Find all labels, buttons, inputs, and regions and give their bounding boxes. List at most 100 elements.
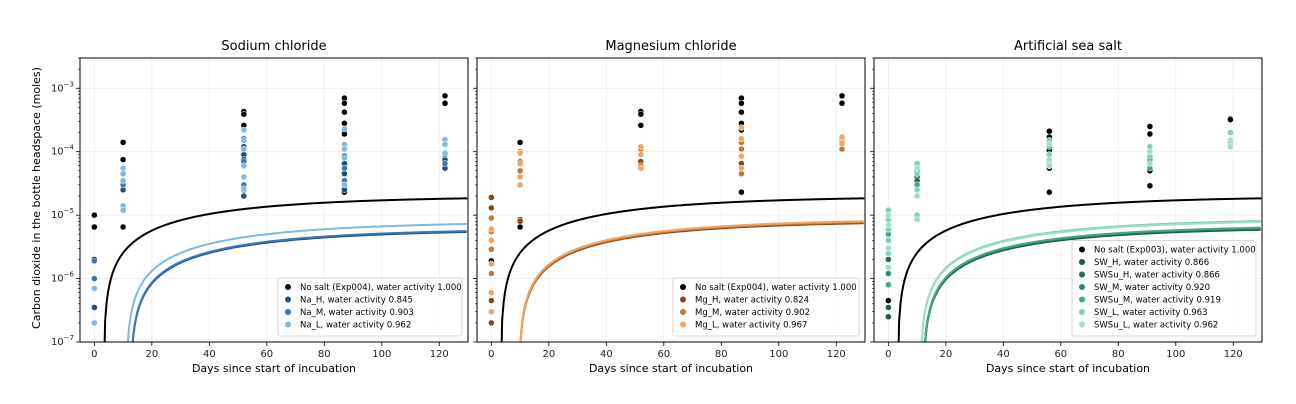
legend-marker <box>680 321 686 328</box>
data-point <box>91 223 98 231</box>
data-point <box>441 160 449 167</box>
data-point <box>441 149 449 157</box>
data-point <box>91 211 98 219</box>
y-tick-label: 10−7 <box>51 334 74 348</box>
x-tick-label: 0 <box>885 349 891 360</box>
data-points <box>91 92 449 327</box>
data-point <box>240 145 248 153</box>
data-point <box>240 162 248 170</box>
legend-marker <box>285 296 291 303</box>
data-point <box>738 170 745 177</box>
chart-panel-3: 0 20 40 60 80 100 120 Artificial sea salt Days s… <box>870 39 1263 375</box>
data-point <box>516 149 524 157</box>
model-curve <box>924 226 1261 342</box>
data-point <box>738 145 745 153</box>
x-tick-label: 0 <box>488 349 494 360</box>
data-point <box>119 156 127 163</box>
legend-marker <box>1079 296 1085 303</box>
chart-panel-2: 0 20 40 60 80 100 120 Magnesium chloride Days si… <box>473 39 866 375</box>
x-tick-label: 40 <box>600 349 613 360</box>
data-point <box>119 206 127 214</box>
legend-entry: No salt (Exp004), water activity 1.000 <box>300 283 462 293</box>
data-point <box>516 218 524 225</box>
plot-frame <box>79 57 469 343</box>
x-axis-label: Days since start of incubation <box>192 362 356 375</box>
data-point <box>885 211 892 219</box>
model-curve <box>519 220 864 342</box>
data-point <box>488 297 495 304</box>
data-point <box>885 256 892 263</box>
y-tick-label: 10−4 <box>51 144 75 158</box>
data-point <box>488 319 495 327</box>
data-point <box>637 122 645 129</box>
model-curve <box>131 230 467 342</box>
data-point <box>119 223 127 231</box>
legend-marker <box>680 296 686 303</box>
legend-box <box>277 277 463 337</box>
data-point <box>1046 141 1053 148</box>
data-point <box>885 237 892 244</box>
data-point <box>1046 156 1053 163</box>
data-point <box>341 108 348 116</box>
legend: No salt (Exp003), water activity 1.000 SW… <box>1071 240 1257 337</box>
data-point <box>838 133 846 141</box>
x-tick-label: 120 <box>1224 349 1243 360</box>
legend-marker <box>285 284 291 290</box>
data-point <box>838 92 846 100</box>
legend-entry: SW_H, water activity 0.866 <box>1094 258 1209 268</box>
model-curve <box>500 197 865 342</box>
data-point <box>91 285 98 292</box>
legend-entry: SW_M, water activity 0.920 <box>1094 283 1210 293</box>
data-point <box>1227 116 1234 123</box>
data-point <box>516 139 524 146</box>
data-point <box>488 245 495 253</box>
data-point <box>240 173 248 181</box>
data-point <box>738 135 745 143</box>
plot-frame <box>476 57 866 343</box>
data-point <box>91 304 98 311</box>
data-point <box>1146 148 1154 155</box>
data-point <box>441 92 449 100</box>
legend-marker <box>1079 321 1085 328</box>
x-tick-label: 100 <box>372 349 391 360</box>
legend-entry: Na_M, water activity 0.903 <box>300 308 414 318</box>
data-points <box>885 115 1234 321</box>
legend-entry: Mg_H, water activity 0.824 <box>695 296 809 306</box>
data-point <box>1146 130 1154 138</box>
data-point <box>637 143 645 150</box>
model-curve <box>103 197 468 342</box>
legend-entry: Mg_L, water activity 0.967 <box>695 321 807 331</box>
data-point <box>637 110 645 118</box>
data-point <box>119 170 127 177</box>
legend-entry: Na_H, water activity 0.845 <box>300 296 413 306</box>
data-point <box>516 223 524 231</box>
x-tick-label: 100 <box>769 349 788 360</box>
x-tick-label: 80 <box>715 349 728 360</box>
data-point <box>913 164 921 172</box>
legend-marker <box>680 309 686 315</box>
data-point <box>91 319 98 327</box>
data-point <box>913 170 921 177</box>
legend-marker <box>680 284 686 290</box>
data-point <box>488 308 495 315</box>
legend-box <box>1071 240 1257 337</box>
data-point <box>488 225 495 233</box>
data-point <box>738 152 745 160</box>
data-points <box>488 92 846 327</box>
data-point <box>341 164 348 172</box>
data-point <box>341 154 348 162</box>
data-point <box>838 145 846 153</box>
legend-marker <box>1079 284 1085 290</box>
data-point <box>738 164 745 172</box>
data-point <box>488 289 495 296</box>
data-point <box>913 186 921 194</box>
x-tick-label: 60 <box>657 349 670 360</box>
data-point <box>341 120 348 127</box>
data-point <box>738 124 745 131</box>
data-point <box>1227 129 1234 136</box>
chart-title: Magnesium chloride <box>605 39 736 54</box>
data-point <box>341 170 348 177</box>
x-tick-label: 60 <box>1054 349 1067 360</box>
data-point <box>1146 160 1154 167</box>
data-point <box>441 100 449 107</box>
